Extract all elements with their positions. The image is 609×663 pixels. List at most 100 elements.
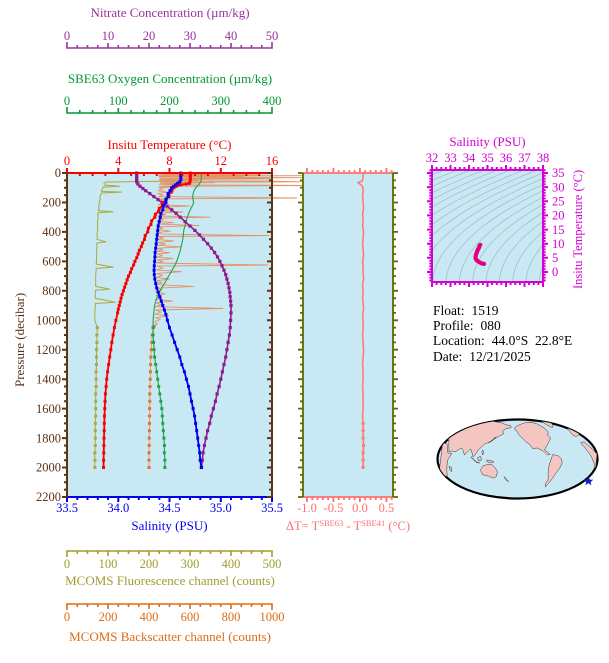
temperature-profile-marker xyxy=(188,175,192,179)
temperature-profile-marker xyxy=(118,300,122,304)
nitrate-profile-marker xyxy=(165,204,169,208)
delta-t-profile-marker xyxy=(361,436,365,440)
salinity-profile-marker xyxy=(156,228,160,232)
nitrate-profile-marker xyxy=(200,458,204,462)
tick-label: 8 xyxy=(166,154,172,168)
nitrate-profile-marker xyxy=(228,295,232,299)
temperature-profile-marker xyxy=(102,429,106,433)
oxygen-profile-marker xyxy=(153,355,157,359)
temperature-profile-marker xyxy=(161,201,165,205)
date-value: 12/21/2025 xyxy=(469,348,531,364)
nitrate-profile-marker xyxy=(170,208,174,212)
tick-label: 34 xyxy=(463,151,476,165)
temperature-profile-marker xyxy=(150,219,154,223)
world-map xyxy=(436,418,599,500)
map-landmass xyxy=(481,449,485,456)
temperature-profile-marker xyxy=(135,256,139,260)
map-landmass xyxy=(580,441,598,470)
tick-label: 35.0 xyxy=(210,501,232,515)
salinity-profile-marker xyxy=(164,201,168,204)
nitrate-profile-marker xyxy=(156,197,160,202)
tick-label: 50 xyxy=(266,29,279,43)
tick-label: 400 xyxy=(263,94,282,108)
salinity-profile-marker xyxy=(191,407,195,411)
temperature-profile-marker xyxy=(188,173,192,177)
tick-label: 100 xyxy=(99,557,118,571)
nitrate-profile-marker xyxy=(197,233,201,237)
temperature-profile-marker xyxy=(102,436,106,440)
isopycnal-line xyxy=(432,170,512,208)
backscatter-profile-marker xyxy=(149,363,153,366)
nitrate-profile-marker xyxy=(208,421,212,425)
temperature-profile-marker xyxy=(120,293,124,296)
tick-label: -1.0 xyxy=(297,501,317,515)
location-value: 44.0°S 22.8°E xyxy=(491,333,573,349)
nitrate-axis: 0 10 20 30 40 50 xyxy=(64,29,279,49)
axis-line-and-ticks xyxy=(392,172,398,498)
temperature-profile-marker xyxy=(153,215,157,219)
map-landmass xyxy=(477,456,482,462)
nitrate-profile-marker xyxy=(213,250,217,255)
salinity-profile-marker xyxy=(168,326,171,330)
axis-line-and-ticks xyxy=(66,550,273,557)
fluorescence-profile-marker xyxy=(94,392,98,396)
delta-t-profile-line xyxy=(357,173,365,468)
isopycnal-line xyxy=(485,211,543,282)
backscatter-profile-marker xyxy=(150,340,154,344)
salinity-profile-marker xyxy=(164,312,168,316)
tick-label: 0 xyxy=(552,265,558,279)
temperature-profile-marker xyxy=(108,355,112,359)
tick-label: 15 xyxy=(552,223,565,237)
salinity-profile-marker xyxy=(165,318,169,322)
salinity-profile-marker xyxy=(179,173,183,177)
tick-label: 25 xyxy=(552,194,565,208)
tick-label: 2000 xyxy=(36,461,61,475)
salinity-profile-marker xyxy=(153,259,157,263)
nitrate-profile-marker xyxy=(174,211,178,216)
salinity-profile-marker xyxy=(188,392,192,396)
temperature-profile-marker xyxy=(146,230,150,234)
nitrate-profile-marker xyxy=(219,377,223,381)
oxygen-profile-marker xyxy=(158,392,162,396)
fluorescence-profile-marker xyxy=(95,355,98,359)
oxygen-profile-marker xyxy=(152,340,156,344)
axis-line-and-ticks xyxy=(66,603,273,610)
salinity-profile-marker xyxy=(194,421,198,425)
date-label: Date: xyxy=(433,348,463,364)
temperature-profile-marker xyxy=(157,206,161,210)
backscatter-profile-marker xyxy=(149,355,153,359)
nitrate-profile-marker xyxy=(224,273,228,277)
nitrate-profile-marker xyxy=(227,333,231,337)
fluorescence-profile-line xyxy=(94,172,193,468)
oxygen-profile-marker xyxy=(156,377,160,381)
salinity-profile-marker xyxy=(170,333,174,337)
nitrate-profile-marker xyxy=(148,192,152,196)
salinity-profile-marker xyxy=(174,183,178,187)
backscatter-profile-marker xyxy=(147,451,151,455)
nitrate-profile-marker xyxy=(201,237,206,241)
salinity-axis-title: Salinity (PSU) xyxy=(131,518,208,533)
temperature-profile-marker xyxy=(141,241,145,245)
fluorescence-profile-marker xyxy=(93,429,97,433)
salinity-profile-marker xyxy=(184,377,188,381)
tick-label: 30 xyxy=(184,29,197,43)
backscatter-axis: 0 200 400 600 800 1000 xyxy=(64,603,285,624)
salinity-profile-marker xyxy=(158,215,162,219)
salinity-profile-marker xyxy=(193,414,197,418)
temperature-profile-marker xyxy=(149,223,153,226)
tick-label: 4 xyxy=(115,154,122,168)
nitrate-profile-marker xyxy=(220,370,224,374)
tick-label: 35.5 xyxy=(261,501,283,515)
dt-title-sup-sbe63: SBE63 xyxy=(319,517,344,528)
fluorescence-profile-marker xyxy=(94,407,98,411)
fluorescence-profile-marker xyxy=(95,348,98,352)
float-info-row: Float: 1519 xyxy=(433,303,572,318)
ts-temperature-axis-title: Insitu Temperature (°C) xyxy=(571,169,585,289)
tick-label: -0.5 xyxy=(324,501,344,515)
map-landmass xyxy=(488,436,497,444)
temperature-profile-marker xyxy=(116,311,120,315)
nitrate-profile-marker xyxy=(136,182,140,186)
tick-label: 300 xyxy=(211,94,230,108)
backscatter-axis-title: MCOMS Backscatter channel (counts) xyxy=(69,629,271,644)
